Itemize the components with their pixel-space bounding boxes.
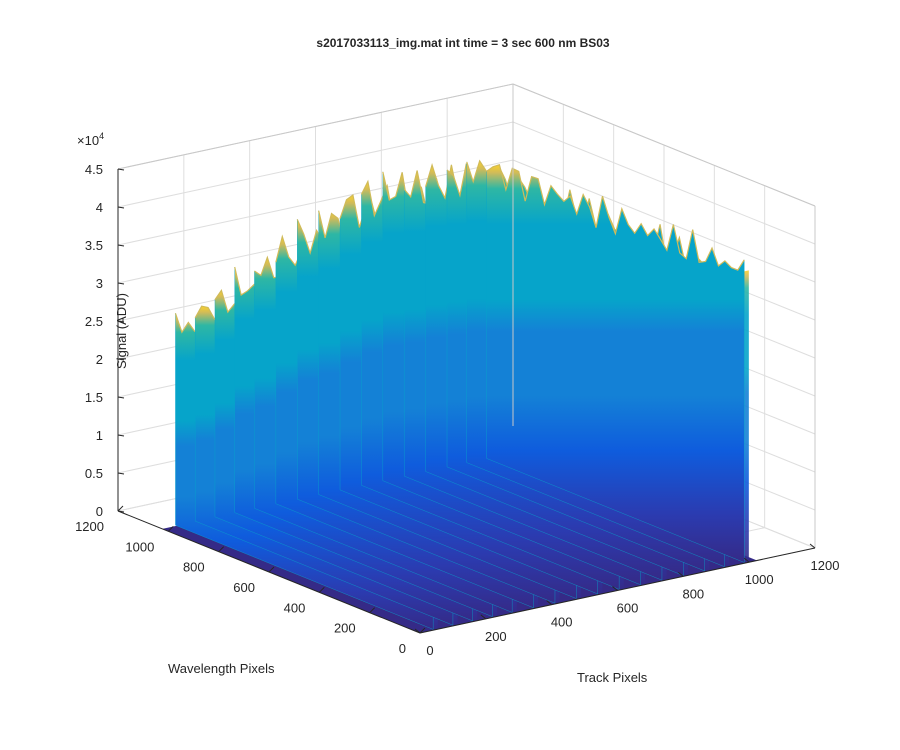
x-tick-label: 1000 xyxy=(745,572,774,587)
tick-labels: 0200400600800100012000200400600800100012… xyxy=(75,162,839,658)
z-tick-mark xyxy=(117,358,125,361)
y-tick-label: 800 xyxy=(183,560,205,575)
side-wall-gridline-z xyxy=(512,159,816,283)
z-tick-label: 0.5 xyxy=(85,466,103,481)
x-tick-label: 1200 xyxy=(811,558,840,573)
y-tick-label: 200 xyxy=(334,621,356,636)
x-tick-mark xyxy=(678,571,684,577)
x-tick-mark xyxy=(612,586,618,591)
peak-stripe xyxy=(486,163,749,565)
x-axis-label: Track Pixels xyxy=(577,670,648,685)
z-tick-mark xyxy=(117,472,125,475)
z-tick-label: 0 xyxy=(96,504,103,519)
x-tick-mark xyxy=(809,543,816,549)
y-tick-mark xyxy=(369,607,376,614)
box-top-edge-back xyxy=(117,83,514,170)
y-tick-label: 400 xyxy=(284,600,306,615)
peak-stripe-crest xyxy=(486,163,745,271)
chart-title: s2017033113_img.mat int time = 3 sec 600… xyxy=(316,36,610,50)
side-wall-gridline-z xyxy=(512,121,816,245)
z-tick-mark xyxy=(117,510,125,513)
x-tick-mark xyxy=(480,614,487,620)
z-exponent: ×104 xyxy=(77,131,104,148)
z-tick-label: 3.5 xyxy=(85,238,103,253)
z-tick-label: 4.5 xyxy=(85,162,103,177)
z-tick-mark xyxy=(117,244,125,247)
z-axis-label: Signal (ADU) xyxy=(114,293,129,369)
z-tick-label: 1.5 xyxy=(85,390,103,405)
x-tick-label: 600 xyxy=(617,601,639,616)
y-tick-mark xyxy=(419,627,426,634)
z-tick-label: 4 xyxy=(96,200,103,215)
y-tick-mark xyxy=(318,586,325,593)
y-tick-mark xyxy=(117,505,124,512)
z-tick-label: 3 xyxy=(96,276,103,291)
x-tick-label: 200 xyxy=(485,629,507,644)
y-tick-label: 1200 xyxy=(75,519,104,534)
x-tick-mark xyxy=(414,628,421,634)
z-tick-mark xyxy=(117,320,125,323)
z-tick-mark xyxy=(117,434,125,437)
y-tick-mark xyxy=(268,566,275,573)
y-tick-label: 1000 xyxy=(125,539,154,554)
x-tick-mark xyxy=(546,600,552,606)
x-tick-label: 0 xyxy=(426,643,433,658)
x-tick-label: 800 xyxy=(682,586,704,601)
box-top-edge-side xyxy=(512,83,816,207)
y-tick-mark xyxy=(167,525,174,532)
z-tick-mark xyxy=(117,282,125,285)
y-tick-label: 0 xyxy=(399,641,406,656)
z-tick-mark xyxy=(117,168,125,171)
surface-plot xyxy=(162,159,758,633)
z-tick-label: 1 xyxy=(96,428,103,443)
z-tick-mark xyxy=(117,206,125,209)
z-exponent-base: ×10 xyxy=(77,133,99,148)
x-tick-label: 400 xyxy=(551,615,573,630)
z-tick-mark xyxy=(117,396,125,399)
z-tick-label: 2 xyxy=(96,352,103,367)
x-tick-mark xyxy=(743,557,750,563)
back-wall-gridline-z xyxy=(117,121,514,208)
y-tick-label: 600 xyxy=(233,580,255,595)
y-tick-mark xyxy=(218,546,225,553)
y-axis-label: Wavelength Pixels xyxy=(168,661,275,676)
z-tick-label: 2.5 xyxy=(85,314,103,329)
z-exponent-power: 4 xyxy=(99,131,104,141)
